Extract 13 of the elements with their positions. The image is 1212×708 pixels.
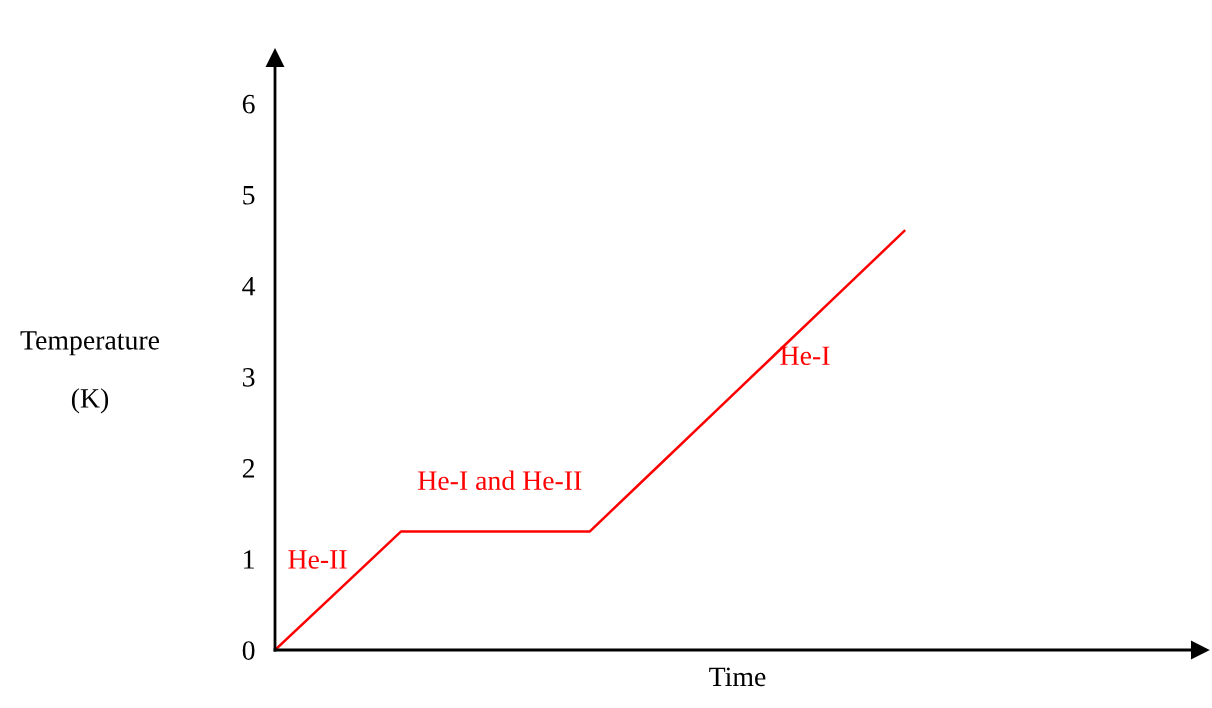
y-tick-label: 5 xyxy=(243,186,255,205)
y-tick-label: 3 xyxy=(242,368,255,387)
y-tick-label: 2 xyxy=(242,459,255,478)
y-tick-label: 6 xyxy=(242,94,255,114)
y-tick-label: 4 xyxy=(242,277,256,296)
x-axis-title: Time xyxy=(709,667,766,687)
annotation: He-I xyxy=(780,346,830,366)
annotation: He-II xyxy=(288,550,347,569)
y-tick-label: 1 xyxy=(244,550,254,569)
annotation: He-I and He-II xyxy=(418,470,582,491)
line-series xyxy=(275,229,906,650)
y-tick-label: 0 xyxy=(242,641,255,660)
y-axis-title: Temperature (K) xyxy=(20,331,160,414)
